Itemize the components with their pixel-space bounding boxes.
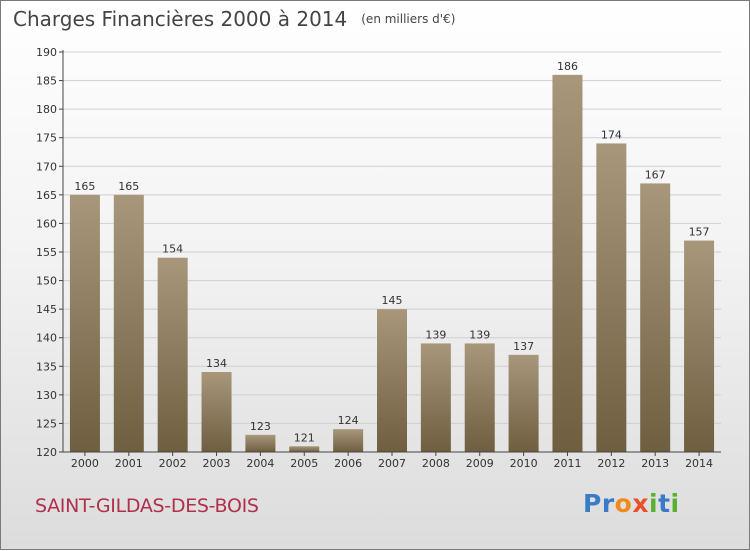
bar-value-label: 137: [513, 340, 534, 353]
bar: [69, 194, 100, 452]
proxiti-logo: Proxiti: [583, 489, 680, 518]
y-tick-label: 170: [36, 160, 57, 173]
x-tick-label: 2005: [290, 457, 318, 470]
y-tick-label: 130: [36, 389, 57, 402]
bar-value-label: 139: [469, 328, 490, 341]
bars: 165 165 154 134 123 121 124 145 139 139 137 186 174 1…: [69, 60, 715, 452]
y-tick-label: 150: [36, 275, 57, 288]
logo-letter: i: [649, 489, 659, 518]
bar: [420, 343, 451, 452]
logo-letter: i: [670, 489, 680, 518]
logo-letter: x: [632, 489, 649, 518]
bar-value-label: 165: [118, 180, 139, 193]
y-tick-label: 120: [36, 446, 57, 459]
bar: [201, 372, 232, 452]
bar-value-label: 134: [206, 357, 227, 370]
x-tick-label: 2008: [422, 457, 450, 470]
bar-value-label: 145: [382, 294, 403, 307]
logo-letter: r: [601, 489, 615, 518]
logo-letter: P: [583, 489, 602, 518]
y-tick-label: 155: [36, 246, 57, 259]
x-tick-label: 2001: [115, 457, 143, 470]
bar: [464, 343, 495, 452]
bar-value-label: 167: [645, 168, 666, 181]
logo-letter: o: [614, 489, 633, 518]
bar-value-label: 121: [294, 431, 315, 444]
bar-value-label: 139: [425, 328, 446, 341]
x-tick-label: 2012: [597, 457, 625, 470]
x-tick-label: 2002: [159, 457, 187, 470]
x-tick-label: 2003: [203, 457, 231, 470]
bar: [333, 429, 364, 452]
bar: [113, 194, 144, 452]
x-tick-label: 2004: [246, 457, 274, 470]
y-tick-label: 160: [36, 217, 57, 230]
bar-value-label: 186: [557, 60, 578, 73]
x-tick-label: 2010: [510, 457, 538, 470]
bar: [157, 257, 188, 452]
x-tick-label: 2006: [334, 457, 362, 470]
bar-value-label: 157: [689, 226, 710, 239]
axes: 120 125 130 135 140 145 150 155 160 165 170 175 180 1…: [36, 46, 721, 470]
x-tick-label: 2011: [553, 457, 581, 470]
x-tick-label: 2000: [71, 457, 99, 470]
y-tick-label: 190: [36, 46, 57, 59]
x-tick-label: 2013: [641, 457, 669, 470]
x-tick-label: 2014: [685, 457, 713, 470]
bar-value-label: 124: [338, 414, 359, 427]
y-tick-label: 185: [36, 75, 57, 88]
chart-title-text: Charges Financières 2000 à 2014: [13, 7, 348, 31]
y-tick-label: 165: [36, 189, 57, 202]
bar: [640, 183, 671, 452]
bar: [508, 354, 539, 452]
y-tick-label: 125: [36, 417, 57, 430]
bar: [552, 74, 583, 452]
commune-name: SAINT-GILDAS-DES-BOIS: [35, 495, 259, 517]
bar-value-label: 123: [250, 420, 271, 433]
chart-subtitle: (en milliers d'€): [361, 12, 456, 26]
bar: [289, 446, 320, 452]
y-tick-label: 135: [36, 360, 57, 373]
logo-letter: t: [658, 489, 671, 518]
x-tick-label: 2009: [466, 457, 494, 470]
bar: [245, 434, 276, 452]
bar: [377, 309, 407, 452]
y-tick-label: 180: [36, 103, 57, 116]
bar: [684, 240, 715, 452]
y-tick-label: 175: [36, 132, 57, 145]
y-tick-label: 145: [36, 303, 57, 316]
bar: [596, 143, 627, 452]
x-tick-label: 2007: [378, 457, 406, 470]
bar-value-label: 154: [162, 243, 183, 256]
bar-value-label: 174: [601, 128, 622, 141]
y-tick-label: 140: [36, 332, 57, 345]
chart-title: Charges Financières 2000 à 2014 (en milli…: [13, 7, 455, 31]
bar-value-label: 165: [74, 180, 95, 193]
